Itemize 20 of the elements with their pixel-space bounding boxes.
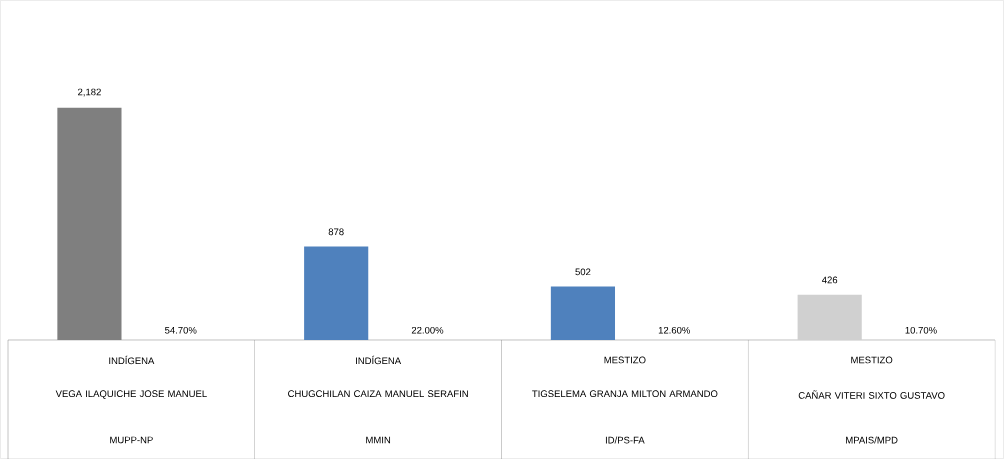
annotation: 22.00% [411, 326, 444, 334]
data-label: 2,182 [78, 88, 101, 97]
x-tick-label: TIGSELEMA GRANJA MILTON ARMANDO [532, 390, 718, 397]
text: MESTIZO [604, 356, 646, 364]
text: ID/PS-FA [605, 436, 645, 444]
text: MPAIS/MPD [846, 436, 898, 444]
data-label: 878 [328, 228, 344, 236]
annotation: 12.60% [658, 326, 690, 334]
annotation: 54.70% [165, 326, 197, 334]
text: INDÍGENA [109, 355, 155, 365]
x-tick-label: VEGA ILAQUICHE JOSE MANUEL [55, 390, 207, 399]
x-tick-label: CAÑAR VITERI SIXTO GUSTAVO [798, 390, 945, 399]
x-tick-label: CHUGCHILAN CAIZA MANUEL SERAFIN [288, 390, 468, 397]
data-label: 502 [575, 268, 591, 276]
text: MESTIZO [851, 356, 893, 364]
text: MMIN [366, 436, 391, 444]
annotation: 10.70% [905, 326, 937, 334]
data-label: 426 [821, 276, 838, 284]
text: INDÍGENA [356, 355, 402, 365]
text: MUPP-NP [110, 436, 153, 444]
